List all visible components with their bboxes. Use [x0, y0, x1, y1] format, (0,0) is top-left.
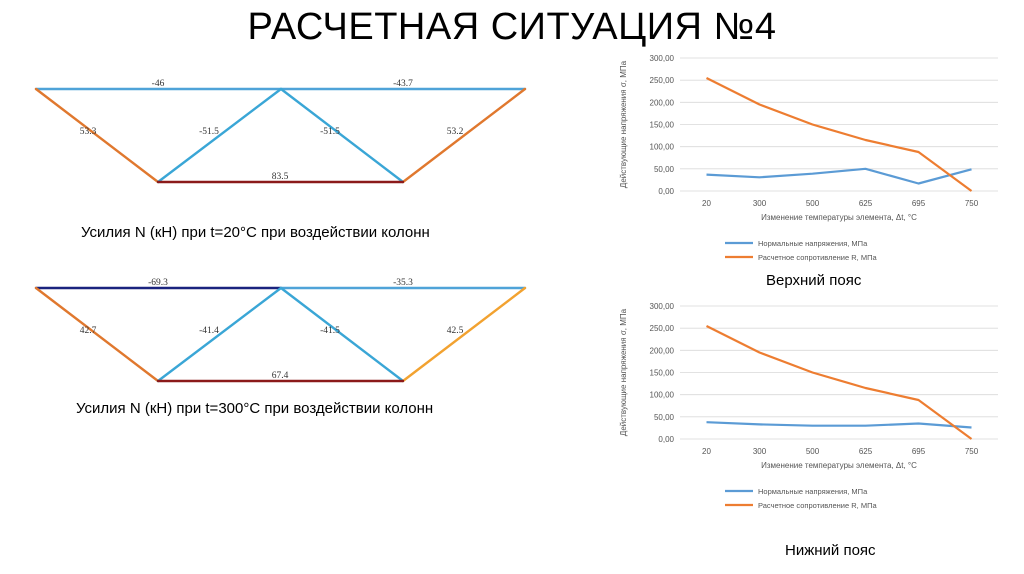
- chart-caption-lower: Нижний пояс: [785, 542, 876, 559]
- y-axis-label: Действующие напряжения σ, МПа: [619, 308, 628, 436]
- series-line-0: [706, 167, 972, 185]
- truss-member-diagonal-left-inner: [156, 286, 283, 383]
- x-tick-label: 500: [806, 199, 820, 208]
- series-line-1: [706, 325, 973, 440]
- x-tick-label: 695: [912, 447, 926, 456]
- legend-label: Нормальные напряжения, МПа: [758, 239, 868, 248]
- x-tick-label: 625: [859, 447, 873, 456]
- y-tick-label: 50,00: [654, 413, 675, 422]
- truss-member-diagonal-right-outer: [401, 286, 527, 383]
- slide-title: РАСЧЕТНАЯ СИТУАЦИЯ №4: [247, 6, 777, 48]
- x-tick-label: 20: [702, 447, 711, 456]
- x-tick-label: 750: [965, 199, 979, 208]
- truss-member-diagonal-right-outer: [401, 87, 527, 184]
- truss-member-diagonal-left-outer: [34, 87, 160, 184]
- y-tick-label: 250,00: [650, 324, 675, 333]
- x-tick-label: 500: [806, 447, 820, 456]
- member-force-label: 53.2: [447, 127, 464, 137]
- legend-label: Расчетное сопротивление R, МПа: [758, 501, 877, 510]
- chart-caption-upper: Верхний пояс: [766, 272, 862, 289]
- y-tick-label: 300,00: [650, 54, 675, 63]
- y-tick-label: 100,00: [650, 143, 675, 152]
- x-tick-label: 750: [965, 447, 979, 456]
- y-tick-label: 0,00: [658, 435, 674, 444]
- truss-caption-20c: Усилия N (кН) при t=20°C при воздействии…: [81, 224, 430, 241]
- y-tick-label: 150,00: [650, 369, 675, 378]
- chart-upper-chord: 0,00 50,00 100,00 150,00 200,00 250,00 300,00 2…: [619, 54, 998, 262]
- member-force-label: -46: [152, 79, 165, 89]
- y-axis-label: Действующие напряжения σ, МПа: [619, 60, 628, 188]
- member-force-label: 53.3: [80, 127, 97, 137]
- truss-member-diagonal-right-inner: [279, 286, 405, 383]
- x-tick-label: 625: [859, 199, 873, 208]
- legend-label: Нормальные напряжения, МПа: [758, 487, 868, 496]
- y-tick-label: 200,00: [650, 98, 675, 107]
- x-axis-label: Изменение температуры элемента, Δt, °С: [761, 461, 917, 470]
- y-tick-label: 200,00: [650, 346, 675, 355]
- y-tick-label: 250,00: [650, 76, 675, 85]
- legend-label: Расчетное сопротивление R, МПа: [758, 253, 877, 262]
- truss-member-diagonal-left-outer: [34, 286, 160, 383]
- truss-member-diagonal-right-inner: [279, 87, 405, 184]
- y-tick-label: 150,00: [650, 121, 675, 130]
- member-force-label: -35.3: [393, 278, 413, 288]
- y-tick-label: 0,00: [658, 187, 674, 196]
- x-axis-label: Изменение температуры элемента, Δt, °С: [761, 213, 917, 222]
- x-tick-label: 300: [753, 447, 767, 456]
- member-force-label: -51.5: [199, 127, 219, 137]
- truss-diagram-300c: -69.3 -35.3 42.7 -41.4 -41.5 42.5 67.4: [34, 278, 527, 383]
- member-force-label: -41.5: [320, 326, 340, 336]
- x-tick-label: 20: [702, 199, 711, 208]
- member-force-label: -43.7: [393, 79, 413, 89]
- x-tick-label: 300: [753, 199, 767, 208]
- member-force-label: -51.5: [320, 127, 340, 137]
- member-force-label: -69.3: [148, 278, 168, 288]
- truss-diagram-20c: -46 -43.7 53.3 -51.5 -51.5 53.2 83.5: [34, 79, 527, 184]
- member-force-label: 67.4: [272, 371, 289, 381]
- series-line-0: [706, 421, 972, 429]
- member-force-label: -41.4: [199, 326, 219, 336]
- truss-caption-300c: Усилия N (кН) при t=300°C при воздействи…: [76, 400, 434, 417]
- series-line-1: [706, 77, 973, 192]
- truss-member-diagonal-left-inner: [156, 87, 283, 184]
- x-tick-label: 695: [912, 199, 926, 208]
- chart-lower-chord: 0,00 50,00 100,00 150,00 200,00 250,00 300,00 2…: [619, 302, 998, 510]
- y-tick-label: 300,00: [650, 302, 675, 311]
- member-force-label: 42.5: [447, 326, 464, 336]
- member-force-label: 83.5: [272, 172, 289, 182]
- y-tick-label: 50,00: [654, 165, 675, 174]
- member-force-label: 42.7: [80, 326, 97, 336]
- y-tick-label: 100,00: [650, 391, 675, 400]
